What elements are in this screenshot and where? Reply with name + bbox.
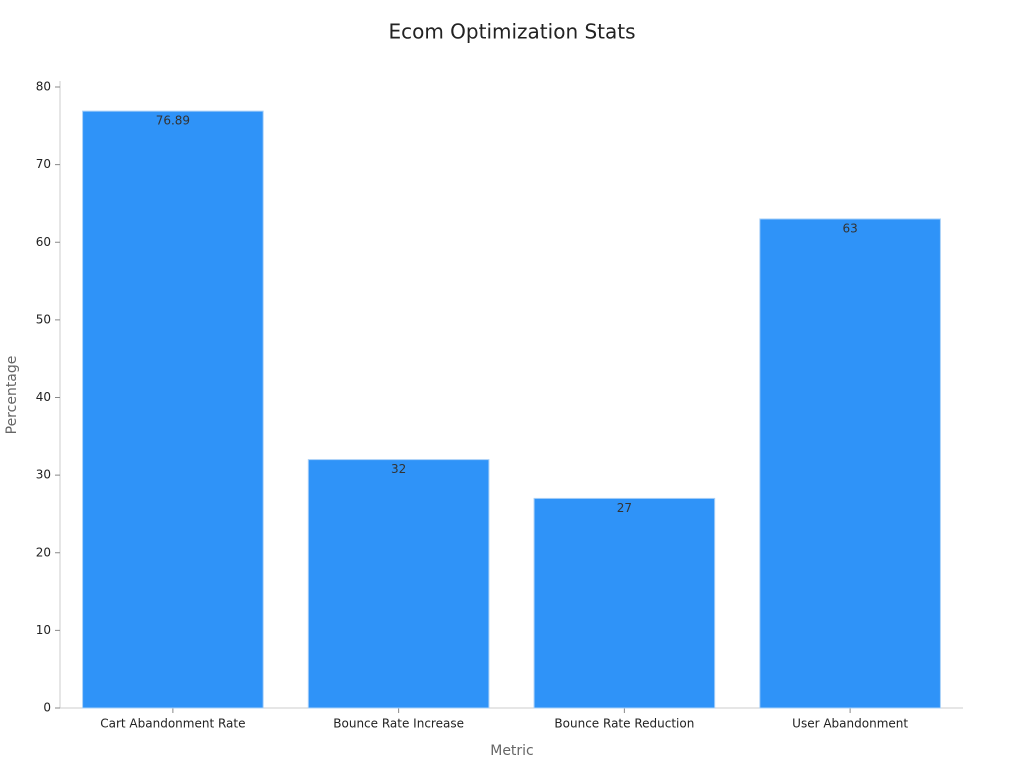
x-axis-label: Metric	[490, 743, 534, 759]
bar	[82, 110, 264, 709]
y-tick-label: 10	[36, 623, 51, 637]
y-tick-label: 30	[36, 468, 51, 482]
x-tick-label: Bounce Rate Reduction	[554, 717, 694, 731]
bar	[307, 459, 490, 709]
value-label: 32	[391, 462, 406, 476]
y-axis-label: Percentage	[4, 356, 20, 435]
x-tick-label: Cart Abandonment Rate	[100, 717, 245, 731]
x-tick-label: User Abandonment	[792, 717, 908, 731]
chart-title: Ecom Optimization Stats	[388, 20, 635, 44]
y-tick-label: 60	[36, 235, 51, 249]
y-tick-label: 40	[36, 390, 51, 404]
bar	[533, 497, 716, 709]
x-tick-label: Bounce Rate Increase	[333, 717, 464, 731]
value-label: 76.89	[156, 114, 190, 128]
y-tick-label: 50	[36, 312, 51, 326]
value-label: 63	[842, 221, 857, 235]
y-tick-label: 20	[36, 545, 51, 559]
value-label: 27	[617, 501, 632, 515]
y-tick-label: 0	[43, 701, 51, 715]
y-tick-label: 80	[36, 80, 51, 94]
bar	[759, 218, 941, 709]
y-tick-label: 70	[36, 157, 51, 171]
